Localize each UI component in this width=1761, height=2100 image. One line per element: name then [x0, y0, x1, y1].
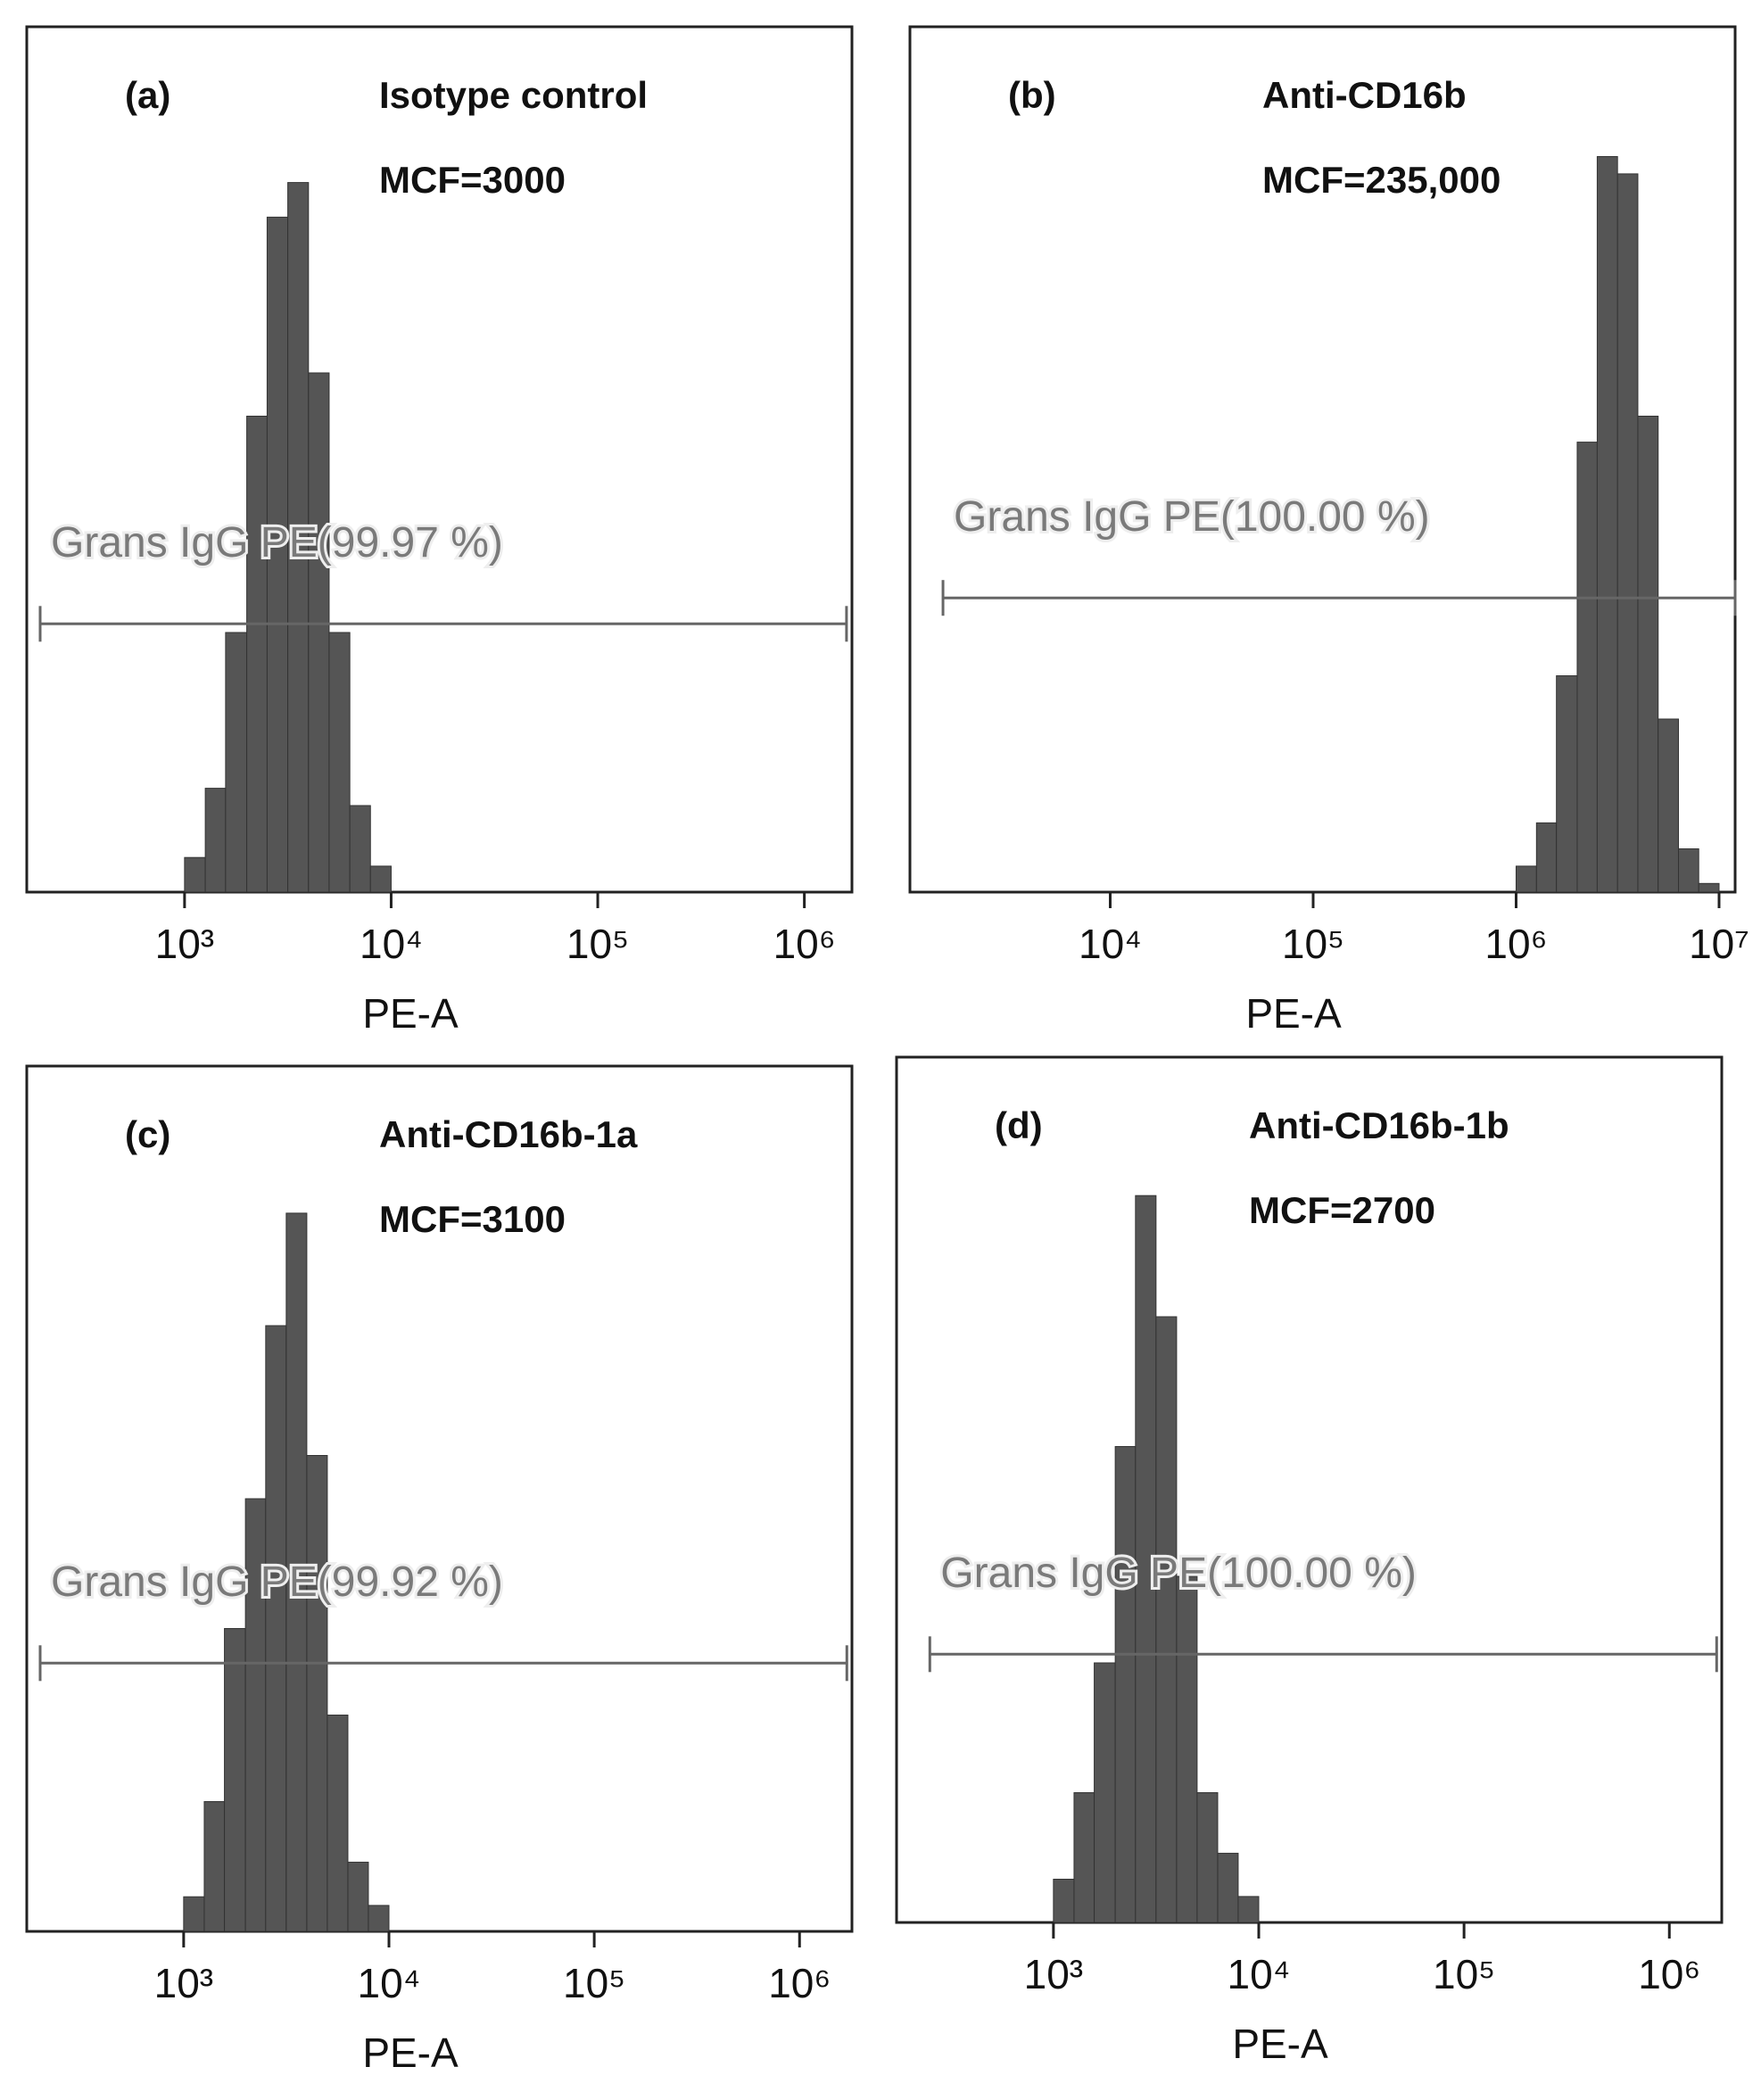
- x-tick-label: 10⁶: [768, 1960, 831, 2006]
- histogram-bar: [1556, 675, 1578, 893]
- x-tick-label: 10³: [154, 1960, 213, 2006]
- panel: 10³ 10⁴ 10⁵ 10⁶ PE-A (c) Anti-CD16b-1a MCF=3100…: [25, 1064, 854, 2076]
- histogram-bar: [1094, 1662, 1116, 1923]
- histogram-bar: [1217, 1852, 1239, 1923]
- panel-label: (b): [1008, 74, 1056, 116]
- histogram-bar: [1596, 156, 1618, 893]
- x-axis-label: PE-A: [1245, 990, 1342, 1037]
- histogram-bar: [368, 1905, 390, 1932]
- histogram-bar: [265, 1325, 287, 1932]
- plot-frame: [895, 1055, 1724, 1924]
- histogram-bar: [1176, 1575, 1198, 1923]
- histogram-bar: [1073, 1792, 1095, 1923]
- x-tick-label: 10⁵: [1282, 921, 1344, 967]
- annotation: MCF=2700: [1249, 1189, 1435, 1231]
- histogram-bar: [204, 788, 227, 893]
- panel: 10³ 10⁴ 10⁵ 10⁶ PE-A (a) Isotype control MCF=30…: [25, 25, 854, 1037]
- histogram-bar: [349, 805, 371, 893]
- panel-label: (c): [125, 1113, 170, 1155]
- x-tick-label: 10⁶: [1638, 1951, 1700, 1997]
- x-axis-label: PE-A: [362, 990, 459, 1037]
- histogram-bar: [1196, 1792, 1219, 1923]
- x-tick-label: 10⁵: [563, 1960, 625, 2006]
- x-tick-label: 10⁴: [358, 1960, 421, 2006]
- x-axis-label: PE-A: [1232, 2021, 1328, 2067]
- histogram-bar: [1053, 1879, 1075, 1923]
- x-tick-label: 10⁴: [1228, 1951, 1291, 1997]
- panel: 10³ 10⁴ 10⁵ 10⁶ PE-A (d) Anti-CD16b-1b MCF=2700…: [895, 1055, 1724, 2067]
- gate-label: Grans IgG PE(99.97 %): [51, 519, 503, 566]
- histogram-bar: [1658, 718, 1679, 893]
- histogram-bar: [1616, 173, 1639, 893]
- gate-label: Grans IgG PE(100.00 %): [940, 1550, 1417, 1597]
- plot-frame: [25, 1064, 854, 1933]
- panel-label: (d): [995, 1104, 1043, 1146]
- histogram-bar: [184, 856, 206, 893]
- annotation: Anti-CD16b-1b: [1249, 1104, 1509, 1146]
- histogram-bar: [1535, 822, 1558, 893]
- histogram-bar: [224, 1628, 246, 1932]
- histogram-bar: [1576, 442, 1598, 893]
- histogram-bar: [1637, 416, 1659, 893]
- histogram-bar: [308, 372, 330, 893]
- histogram-bar: [203, 1801, 226, 1932]
- x-tick-label: 10³: [1024, 1951, 1083, 1997]
- x-tick-label: 10⁵: [566, 921, 629, 967]
- annotation: Isotype control: [379, 74, 648, 116]
- annotation: MCF=3000: [379, 159, 566, 201]
- x-axis-label: PE-A: [362, 2030, 459, 2076]
- annotation: MCF=3100: [379, 1198, 566, 1240]
- plot-frame: [908, 25, 1737, 894]
- x-tick-label: 10³: [155, 921, 214, 967]
- histogram-bar: [1114, 1446, 1137, 1923]
- histogram-bar: [1237, 1896, 1260, 1923]
- panel-label: (a): [125, 74, 170, 116]
- panel: 10⁴ 10⁵ 10⁶ 10⁷ PE-A (b) Anti-CD16b MCF=235,000…: [908, 25, 1749, 1037]
- x-tick-label: 10⁶: [773, 921, 836, 967]
- x-tick-label: 10⁷: [1689, 921, 1749, 967]
- annotation: MCF=235,000: [1262, 159, 1501, 201]
- x-tick-label: 10⁶: [1484, 921, 1547, 967]
- histogram-bar: [246, 416, 268, 893]
- histogram-bar: [328, 632, 351, 893]
- histogram-bar: [306, 1455, 328, 1932]
- histogram-bar: [1155, 1316, 1178, 1923]
- gate-label: Grans IgG PE(99.92 %): [51, 1558, 503, 1606]
- annotation: Anti-CD16b-1a: [379, 1113, 638, 1155]
- histogram-bar: [1515, 865, 1537, 893]
- x-tick-label: 10⁴: [1079, 921, 1142, 967]
- histogram-bar: [225, 632, 248, 893]
- histogram-bar: [347, 1861, 369, 1932]
- plot-frame: [25, 25, 854, 894]
- histogram-bar: [369, 865, 392, 893]
- x-tick-label: 10⁵: [1433, 1951, 1495, 1997]
- gate-label: Grans IgG PE(100.00 %): [954, 493, 1430, 541]
- x-tick-label: 10⁴: [360, 921, 423, 967]
- histogram-bar: [327, 1715, 349, 1932]
- histogram-bar: [183, 1896, 205, 1932]
- histogram-bar: [1698, 882, 1720, 893]
- histogram-bar: [1677, 848, 1699, 893]
- annotation: Anti-CD16b: [1262, 74, 1467, 116]
